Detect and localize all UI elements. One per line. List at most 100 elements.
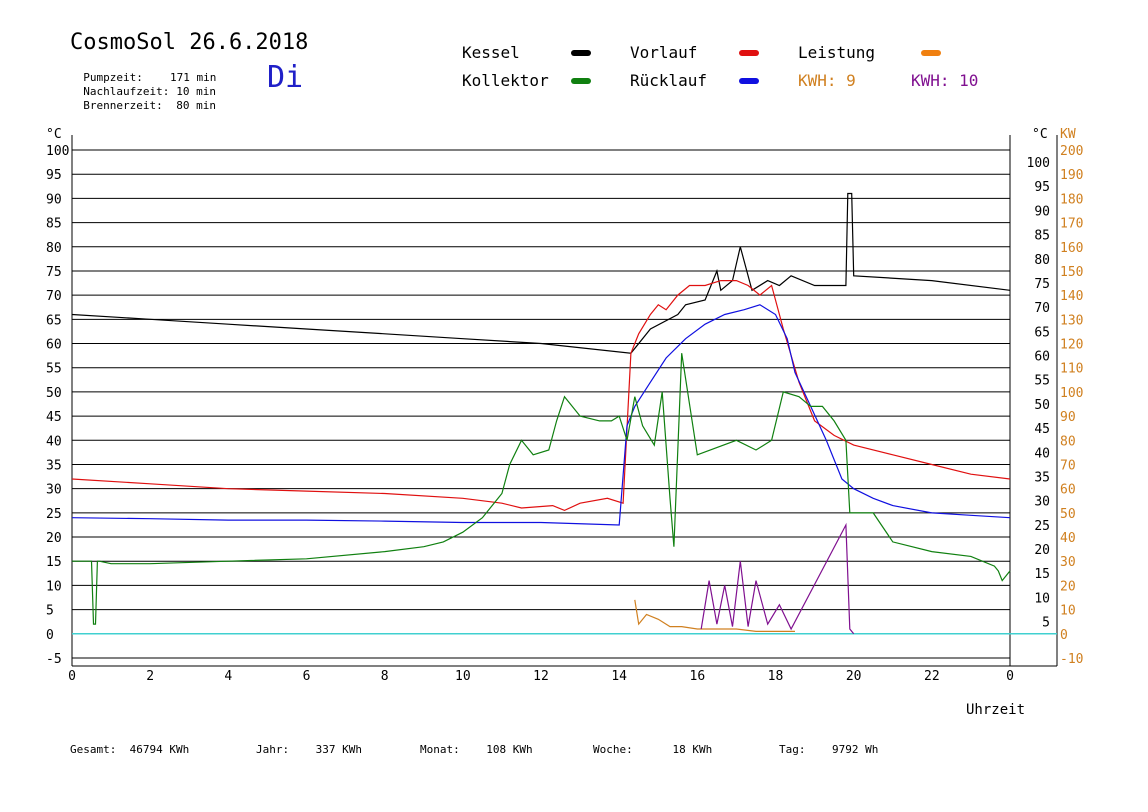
kw-tick-label: 90: [1060, 410, 1076, 425]
kw-tick-label: 40: [1060, 531, 1076, 546]
footer-value: 9792 Wh: [832, 743, 879, 756]
series-line: [72, 353, 1011, 625]
y-tick-label-left: 40: [46, 434, 62, 449]
legend-vorlauf: Vorlauf: [630, 43, 698, 62]
kwh-value: 9: [846, 71, 856, 90]
legend-swatch-leistung: [921, 50, 941, 56]
y-tick-label-right: 40: [1034, 446, 1050, 461]
footer-label: Tag:: [779, 743, 806, 756]
y-tick-label-right: 55: [1034, 374, 1050, 389]
chart-title: CosmoSol 26.6.2018: [70, 30, 309, 55]
y-tick-label-right: 85: [1034, 229, 1050, 244]
kwh-purple: KWH: 10: [911, 71, 978, 90]
info-label: Pumpzeit:: [83, 71, 143, 84]
x-tick-label: 20: [846, 669, 862, 684]
kw-tick-label: 80: [1060, 434, 1076, 449]
kw-tick-label: 60: [1060, 483, 1076, 498]
footer-tag: Tag: 9792 Wh: [779, 743, 878, 756]
legend-ruecklauf: Rücklauf: [630, 71, 708, 90]
kw-tick-label: 180: [1060, 192, 1083, 207]
y-tick-label-right: 20: [1034, 543, 1050, 558]
kw-tick-label: 120: [1060, 338, 1083, 353]
y-tick-label-right: 75: [1034, 277, 1050, 292]
y-tick-label-left: 20: [46, 531, 62, 546]
y-tick-label-left: 0: [46, 628, 54, 643]
legend-leistung: Leistung: [798, 43, 876, 62]
info-label: Nachlaufzeit:: [83, 85, 170, 98]
kw-tick-label: 50: [1060, 507, 1076, 522]
info-value: 80 min: [176, 99, 216, 112]
kw-tick-label: 0: [1060, 628, 1068, 643]
footer-gesamt: Gesamt: 46794 KWh: [70, 743, 189, 756]
footer-jahr: Jahr: 337 KWh: [256, 743, 362, 756]
y-tick-label-right: 80: [1034, 253, 1050, 268]
footer-monat: Monat: 108 KWh: [420, 743, 533, 756]
kw-tick-label: 20: [1060, 579, 1076, 594]
legend-kessel: Kessel: [462, 43, 520, 62]
y-tick-label-right: 95: [1034, 180, 1050, 195]
x-tick-label: 10: [455, 669, 471, 684]
y-tick-label-left: 30: [46, 483, 62, 498]
kw-tick-label: 130: [1060, 313, 1083, 328]
axes: [71, 135, 1058, 667]
y-tick-label-left: 90: [46, 192, 62, 207]
footer-label: Woche:: [593, 743, 633, 756]
footer-value: 337 KWh: [315, 743, 362, 756]
y-tick-label-right: 45: [1034, 422, 1050, 437]
y-tick-label-left: 5: [46, 604, 54, 619]
kw-tick-label: 10: [1060, 604, 1076, 619]
y-tick-label-right: 60: [1034, 350, 1050, 365]
y-tick-label-right: 5: [1042, 616, 1050, 631]
y-tick-label-right: 35: [1034, 470, 1050, 485]
kwh-label: KWH:: [798, 71, 837, 90]
weekday-label: Di: [267, 60, 304, 95]
y-tick-label-left: 75: [46, 265, 62, 280]
kw-tick-label: 160: [1060, 241, 1083, 256]
y-tick-label-left: 55: [46, 362, 62, 377]
series-line: [71, 280, 1011, 512]
y-tick-label-left: 25: [46, 507, 62, 522]
legend-swatch-vorlauf: [739, 50, 759, 56]
series-line: [700, 522, 855, 635]
legend-kollektor: Kollektor: [462, 71, 549, 90]
kw-axis-label: KW: [1060, 127, 1076, 142]
y-tick-label-right: 10: [1034, 591, 1050, 606]
y-tick-label-left: 50: [46, 386, 62, 401]
y-tick-label-left: 45: [46, 410, 62, 425]
kw-tick-label: 140: [1060, 289, 1083, 304]
y-axis-label-left: °C: [46, 127, 62, 142]
kwh-label: KWH:: [911, 71, 950, 90]
x-tick-label: 14: [611, 669, 627, 684]
x-tick-label: 8: [381, 669, 389, 684]
y-tick-label-left: 95: [46, 168, 62, 183]
series-line: [634, 599, 795, 633]
info-pumpzeit: Pumpzeit: 171 min: [70, 58, 216, 84]
y-tick-label-left: 65: [46, 313, 62, 328]
info-nachlaufzeit: Nachlaufzeit: 10 min: [70, 72, 216, 98]
kwh-orange: KWH: 9: [798, 71, 856, 90]
y-tick-label-right: 15: [1034, 567, 1050, 582]
info-label: Brennerzeit:: [83, 99, 163, 112]
footer-woche: Woche: 18 KWh: [593, 743, 712, 756]
series-lines: [71, 192, 1011, 635]
tick-labels: 0 2 4 6 8 10 12 14 16 18 20 22 010095908580757065605…: [46, 127, 1083, 684]
series-line: [71, 192, 1011, 354]
y-tick-label-right: 70: [1034, 301, 1050, 316]
grid-lines: [72, 149, 1010, 659]
x-tick-label: 22: [924, 669, 940, 684]
footer-label: Jahr:: [256, 743, 290, 756]
y-tick-label-left: 80: [46, 241, 62, 256]
x-tick-label: 2: [146, 669, 154, 684]
kw-tick-label: 190: [1060, 168, 1083, 183]
y-tick-label-left: 70: [46, 289, 62, 304]
y-tick-label-left: 60: [46, 338, 62, 353]
x-axis-label: Uhrzeit: [966, 702, 1026, 718]
x-tick-label: 12: [533, 669, 549, 684]
kw-tick-label: 30: [1060, 555, 1076, 570]
kw-tick-label: 150: [1060, 265, 1083, 280]
x-tick-label: 16: [690, 669, 706, 684]
footer-value: 46794 KWh: [129, 743, 190, 756]
footer-label: Monat:: [420, 743, 460, 756]
y-tick-label-left: 15: [46, 555, 62, 570]
